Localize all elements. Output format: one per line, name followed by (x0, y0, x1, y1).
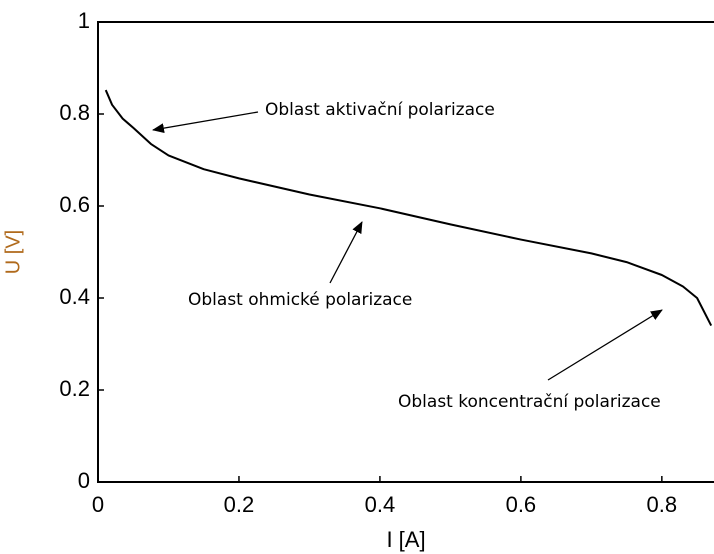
arrow (329, 221, 363, 284)
plot-frame (97, 21, 714, 483)
x-tick-label: 0.6 (506, 492, 537, 517)
annotation: Oblast ohmické polarizace (188, 290, 412, 310)
y-tick-label: 0 (78, 468, 90, 493)
y-tick-label: 1 (78, 8, 90, 33)
arrow (547, 309, 663, 381)
x-axis-label: I [A] (386, 527, 425, 552)
x-tick-label: 0.8 (647, 492, 678, 517)
y-axis-label: U [V] (2, 230, 24, 274)
y-tick-label: 0.2 (59, 376, 90, 401)
x-tick-label: 0.2 (224, 492, 255, 517)
arrow (152, 111, 259, 134)
curve (104, 89, 713, 327)
y-tick-label: 0.4 (59, 284, 90, 309)
annotation: Oblast koncentrační polarizace (398, 392, 661, 412)
y-tick-label: 0.8 (59, 100, 90, 125)
x-tick-label: 0 (92, 492, 104, 517)
annotation: Oblast aktivační polarizace (265, 100, 495, 120)
y-tick-label: 0.6 (59, 192, 90, 217)
x-tick-label: 0.4 (365, 492, 396, 517)
